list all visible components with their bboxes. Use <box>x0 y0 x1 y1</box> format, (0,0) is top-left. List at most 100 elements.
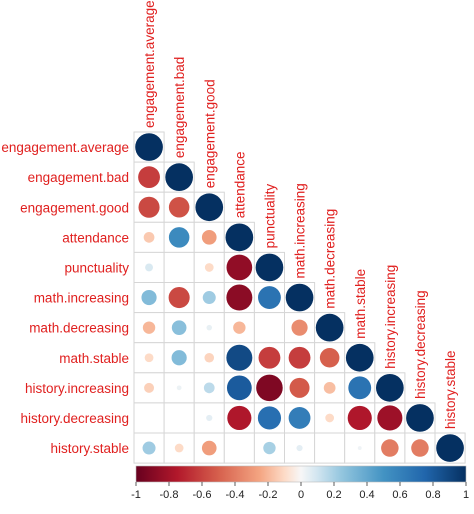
circle-history.stable-math.stable <box>357 446 362 451</box>
circle-history.stable-history.increasing <box>381 439 399 457</box>
cell-history.stable-engagement.bad <box>163 432 195 464</box>
colorbar-tick-label-8: 0.6 <box>392 489 407 501</box>
circle-attendance-engagement.good <box>201 230 217 245</box>
circle-math.increasing-engagement.good <box>202 291 216 305</box>
circle-attendance-engagement.bad <box>168 227 190 248</box>
colorbar-tick-label-9: 0.8 <box>425 489 440 501</box>
circle-history.increasing-engagement.bad <box>176 385 182 391</box>
circle-math.decreasing-attendance <box>233 321 246 334</box>
colorbar-tick-label-4: -0.2 <box>259 489 278 501</box>
column-label-attendance: attendance <box>232 151 247 218</box>
colorbar-tick-label-5: 0 <box>298 489 304 501</box>
cell-history.decreasing-engagement.bad <box>163 402 195 434</box>
column-label-punctuality: punctuality <box>262 184 277 249</box>
circle-engagement.good-engagement.average <box>138 196 160 218</box>
cell-history.stable-attendance <box>223 432 255 464</box>
correlation-grid <box>133 131 466 464</box>
row-label-history.decreasing: history.decreasing <box>20 411 129 426</box>
column-label-history.stable: history.stable <box>443 350 458 429</box>
circle-history.stable-engagement.good <box>201 440 217 456</box>
column-label-math.increasing: math.increasing <box>293 183 308 278</box>
circle-history.stable-engagement.average <box>142 441 156 455</box>
circle-history.stable-history.stable <box>436 434 464 462</box>
circle-math.decreasing-engagement.bad <box>171 320 187 335</box>
row-label-engagement.bad: engagement.bad <box>28 170 129 185</box>
circle-history.stable-punctuality <box>263 441 276 455</box>
circle-math.decreasing-engagement.good <box>206 324 213 331</box>
circle-history.stable-engagement.bad <box>174 443 184 453</box>
column-label-history.decreasing: history.decreasing <box>413 290 428 399</box>
circle-math.increasing-engagement.bad <box>168 287 190 309</box>
circle-history.increasing-history.increasing <box>376 374 404 402</box>
row-labels: engagement.average engagement.bad engageme… <box>1 140 129 456</box>
circle-history.decreasing-engagement.good <box>206 414 213 422</box>
circle-math.stable-engagement.average <box>144 353 154 363</box>
row-label-punctuality: punctuality <box>64 260 129 275</box>
circle-math.stable-engagement.good <box>204 352 215 363</box>
circle-attendance-engagement.average <box>143 231 155 243</box>
circle-math.decreasing-math.decreasing <box>315 313 344 342</box>
circle-math.stable-math.stable <box>345 343 374 372</box>
circle-punctuality-engagement.average <box>145 263 153 272</box>
colorbar-tick-label-0: -1 <box>131 489 141 501</box>
circle-math.increasing-punctuality <box>258 286 281 309</box>
circle-math.stable-punctuality <box>258 346 281 369</box>
circle-math.stable-math.increasing <box>288 346 311 369</box>
circle-math.increasing-attendance <box>226 284 253 311</box>
circle-punctuality-engagement.good <box>204 263 214 272</box>
circle-history.decreasing-punctuality <box>257 406 282 430</box>
column-label-engagement.average: engagement.average <box>142 0 157 128</box>
circle-history.increasing-punctuality <box>256 374 283 402</box>
circle-history.increasing-math.stable <box>348 376 372 400</box>
row-label-math.stable: math.stable <box>59 351 129 366</box>
circle-math.stable-math.decreasing <box>319 347 340 368</box>
column-label-history.increasing: history.increasing <box>383 265 398 369</box>
circle-math.increasing-math.increasing <box>285 283 314 312</box>
column-label-math.decreasing: math.decreasing <box>323 209 338 309</box>
circle-punctuality-attendance <box>226 254 253 281</box>
cell-punctuality-engagement.bad <box>163 251 195 283</box>
colorbar-tick-label-2: -0.6 <box>193 489 212 501</box>
circle-history.decreasing-math.decreasing <box>325 413 335 423</box>
row-label-engagement.average: engagement.average <box>1 140 129 155</box>
row-label-math.decreasing: math.decreasing <box>29 321 129 336</box>
column-label-engagement.good: engagement.good <box>202 79 217 188</box>
column-label-math.stable: math.stable <box>353 269 368 339</box>
circle-history.decreasing-math.stable <box>347 405 372 431</box>
circle-math.stable-engagement.bad <box>171 350 187 366</box>
circle-history.decreasing-history.decreasing <box>406 404 434 432</box>
circle-history.decreasing-history.increasing <box>377 405 403 431</box>
circle-engagement.good-engagement.bad <box>168 196 190 218</box>
circle-history.increasing-math.increasing <box>289 377 310 398</box>
circle-history.increasing-attendance <box>226 375 252 401</box>
column-label-engagement.bad: engagement.bad <box>172 57 187 158</box>
circle-history.increasing-engagement.average <box>144 382 155 393</box>
circle-history.decreasing-math.increasing <box>288 407 311 429</box>
circle-history.increasing-math.decreasing <box>323 381 336 394</box>
row-label-history.stable: history.stable <box>50 441 129 456</box>
row-label-history.increasing: history.increasing <box>25 381 129 396</box>
row-label-engagement.good: engagement.good <box>20 200 129 215</box>
cell-history.decreasing-engagement.average <box>133 402 165 434</box>
circle-math.increasing-engagement.average <box>141 289 157 306</box>
circle-punctuality-punctuality <box>255 253 284 282</box>
row-label-attendance: attendance <box>62 230 129 245</box>
circle-history.stable-math.increasing <box>296 444 303 452</box>
circle-engagement.average-engagement.average <box>135 133 163 161</box>
circle-math.decreasing-engagement.average <box>142 321 156 334</box>
colorbar-gradient <box>135 465 467 483</box>
circle-attendance-attendance <box>225 223 254 252</box>
colorbar-tick-label-3: -0.4 <box>226 489 245 501</box>
circle-history.decreasing-attendance <box>227 405 252 431</box>
circle-history.stable-history.decreasing <box>411 439 429 457</box>
circle-engagement.good-engagement.good <box>195 193 224 222</box>
circle-math.stable-attendance <box>226 344 253 371</box>
row-label-math.increasing: math.increasing <box>34 291 129 306</box>
colorbar-tick-label-7: 0.4 <box>359 489 374 501</box>
colorbar-tick-label-1: -0.8 <box>160 489 179 501</box>
colorbar-tick-label-10: 1 <box>463 489 469 501</box>
column-labels: engagement.average engagement.bad engageme… <box>142 0 458 429</box>
circle-engagement.bad-engagement.bad <box>165 163 193 191</box>
